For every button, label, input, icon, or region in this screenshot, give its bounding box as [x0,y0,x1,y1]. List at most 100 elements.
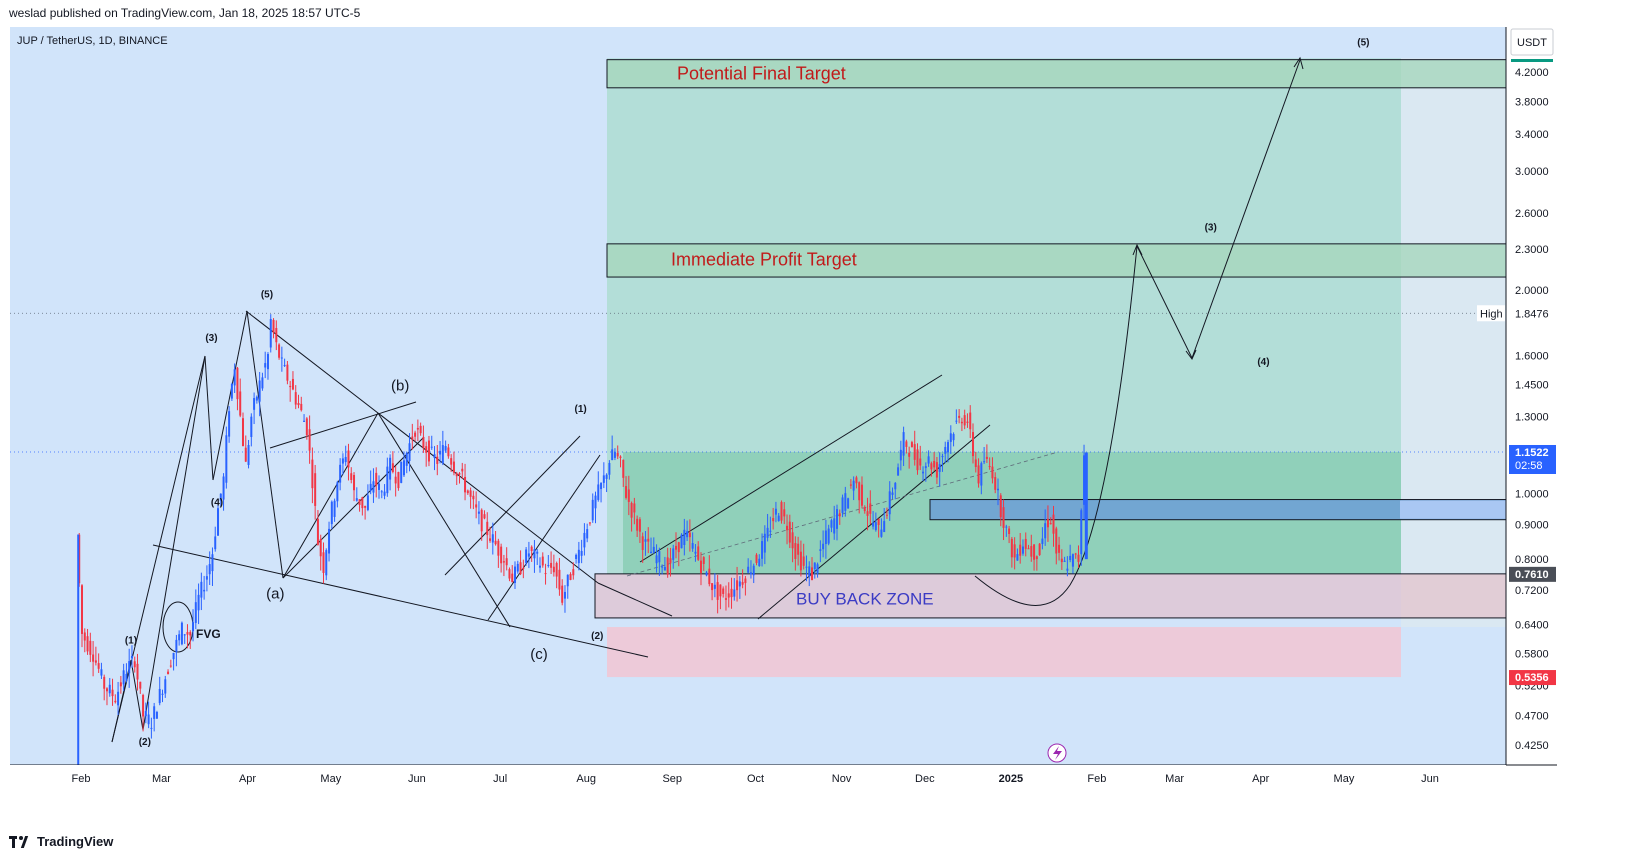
candle[interactable] [761,541,764,559]
candle[interactable] [730,588,733,598]
candle[interactable] [364,505,367,508]
candle[interactable] [516,563,519,572]
candle[interactable] [905,441,908,447]
candle[interactable] [722,588,725,594]
candle[interactable] [699,560,702,573]
candle[interactable] [538,565,541,568]
candle[interactable] [344,456,347,463]
candle[interactable] [153,706,156,719]
candle[interactable] [494,540,497,545]
candle[interactable] [552,566,555,573]
candle[interactable] [1002,507,1005,528]
candle[interactable] [272,319,275,333]
candle[interactable] [1038,543,1041,555]
candle[interactable] [705,572,708,576]
candle[interactable] [952,434,955,441]
candle[interactable] [1027,548,1030,550]
candle[interactable] [375,472,378,486]
candle[interactable] [563,591,566,599]
candle[interactable] [1008,528,1011,534]
candle[interactable] [397,472,400,489]
candle[interactable] [702,557,705,564]
candle[interactable] [597,484,600,500]
candle[interactable] [783,509,786,517]
candle[interactable] [966,421,969,423]
candle[interactable] [92,654,95,662]
candle[interactable] [847,498,850,509]
candle[interactable] [422,436,425,448]
candle[interactable] [427,440,430,462]
candle[interactable] [391,463,394,473]
candle[interactable] [752,565,755,576]
candle[interactable] [666,557,669,575]
candle[interactable] [200,581,203,598]
candle[interactable] [430,446,433,448]
candle[interactable] [378,483,381,490]
candle[interactable] [1052,514,1055,534]
candle[interactable] [119,682,122,687]
candle[interactable] [436,456,439,464]
candle[interactable] [769,530,772,532]
candle[interactable] [744,578,747,584]
candle[interactable] [947,442,950,453]
candle[interactable] [83,632,86,641]
candle[interactable] [530,546,533,551]
candle[interactable] [217,508,220,536]
candle[interactable] [358,499,361,505]
candle[interactable] [192,622,195,632]
candle[interactable] [794,543,797,559]
candle[interactable] [813,562,816,570]
candle[interactable] [741,582,744,585]
candle[interactable] [155,712,158,719]
candle[interactable] [561,585,564,603]
candle[interactable] [672,548,675,560]
candle[interactable] [247,444,250,465]
candle[interactable] [480,509,483,532]
candle[interactable] [860,484,863,506]
candle[interactable] [383,491,386,496]
candle[interactable] [266,354,269,370]
candle[interactable] [811,567,814,581]
candle[interactable] [500,546,503,564]
candle[interactable] [588,522,591,524]
candle[interactable] [963,415,966,426]
candle[interactable] [844,493,847,511]
candle[interactable] [1080,510,1083,555]
candle[interactable] [355,498,358,501]
candle[interactable] [974,459,977,467]
candle[interactable] [869,503,872,514]
candle[interactable] [161,693,164,695]
candle[interactable] [888,491,891,515]
candle[interactable] [241,418,244,446]
candle[interactable] [652,546,655,553]
candle[interactable] [1041,538,1044,544]
candle[interactable] [766,527,769,538]
candle[interactable] [572,569,575,576]
candle[interactable] [350,473,353,480]
candle[interactable] [916,449,919,471]
candle[interactable] [544,573,547,575]
candle[interactable] [1033,544,1036,560]
candle[interactable] [1077,554,1080,562]
candle[interactable] [167,671,170,675]
candle[interactable] [755,554,758,563]
candle[interactable] [339,464,342,483]
candle[interactable] [194,602,197,623]
candle[interactable] [711,583,714,591]
candle[interactable] [425,446,428,453]
candle[interactable] [852,480,855,491]
candle[interactable] [819,549,822,551]
candle[interactable] [891,492,894,495]
candle[interactable] [1066,568,1069,571]
candle[interactable] [758,558,761,566]
candle[interactable] [774,508,777,515]
candle[interactable] [402,460,405,476]
candle[interactable] [899,449,902,461]
candle[interactable] [647,538,650,542]
candle[interactable] [189,631,192,636]
candle[interactable] [894,482,897,490]
candle[interactable] [233,369,236,386]
candle[interactable] [411,436,414,440]
candle[interactable] [414,432,417,437]
candle[interactable] [675,545,678,550]
